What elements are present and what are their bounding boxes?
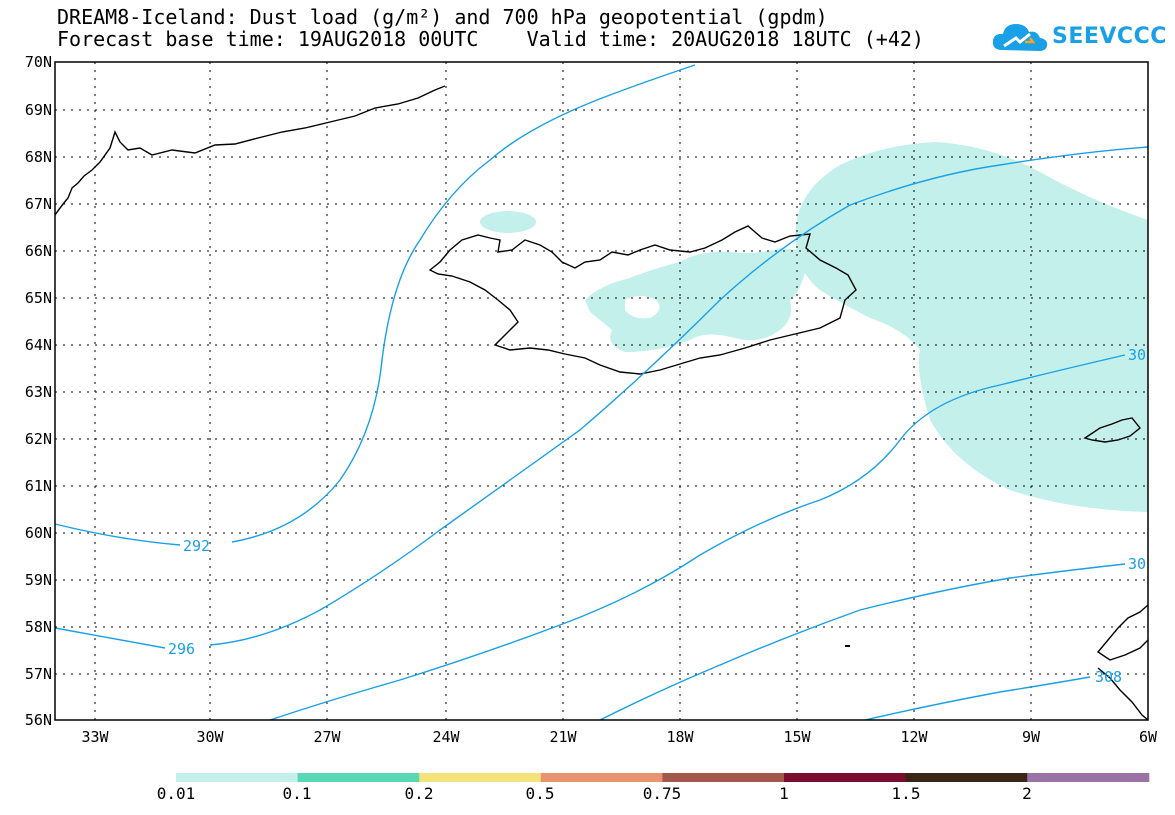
scotland-coast [1096, 604, 1149, 661]
coastlines [54, 85, 1149, 721]
dust-area-north [480, 211, 536, 233]
map-title: DREAM8-Iceland: Dust load (g/m²) and 700… [57, 5, 828, 29]
lat-label: 58N [25, 618, 52, 636]
lon-label: 24W [432, 728, 460, 746]
logo-text: SEEVCCC [1052, 24, 1167, 49]
seevccc-logo: SEEVCCC [990, 18, 1170, 58]
hebrides-coast [1097, 667, 1149, 721]
legend-label: 0.01 [156, 784, 196, 803]
lon-label: 6W [1139, 728, 1158, 746]
legend-label: 1.5 [891, 784, 921, 803]
legend-label: 2 [1022, 784, 1032, 803]
dust-area-iceland [585, 248, 805, 352]
contour-label: 296 [168, 640, 195, 658]
longitude-labels: 33W 30W 27W 24W 21W 18W 15W 12W 9W 6W [81, 728, 1158, 746]
dust-area-east [795, 142, 1148, 512]
lat-label: 63N [25, 383, 52, 401]
lat-label: 61N [25, 477, 52, 495]
legend-swatch [784, 773, 907, 782]
legend-swatch [662, 773, 785, 782]
contour-label: 292 [183, 537, 210, 555]
contour-308 [864, 676, 1091, 721]
greenland-coast [54, 85, 446, 216]
legend-swatch [1027, 773, 1150, 782]
lat-label: 66N [25, 242, 52, 260]
lat-label: 56N [25, 711, 52, 729]
legend-label: 0.5 [525, 784, 555, 803]
legend-label: 0.1 [282, 784, 312, 803]
legend-label: 0.2 [404, 784, 434, 803]
geopotential-contours [54, 64, 1149, 721]
contour-label: 30 [1128, 346, 1146, 364]
lat-label: 65N [25, 289, 52, 307]
lon-label: 9W [1022, 728, 1041, 746]
legend-colorbar [176, 773, 1150, 782]
cloud-icon [992, 24, 1048, 51]
legend-swatch [540, 773, 663, 782]
lon-label: 15W [783, 728, 811, 746]
forecast-times: Forecast base time: 19AUG2018 00UTC Vali… [57, 27, 924, 51]
lon-label: 27W [313, 728, 341, 746]
lon-label: 30W [196, 728, 224, 746]
lat-label: 67N [25, 195, 52, 213]
lon-label: 21W [549, 728, 577, 746]
lat-label: 70N [25, 53, 52, 71]
lat-label: 68N [25, 148, 52, 166]
legend-swatch [905, 773, 1028, 782]
lat-label: 62N [25, 430, 52, 448]
lon-label: 33W [81, 728, 109, 746]
lat-label: 69N [25, 101, 52, 119]
legend-swatch [176, 773, 299, 782]
lat-label: 64N [25, 336, 52, 354]
contour-label: 308 [1095, 668, 1122, 686]
lat-label: 59N [25, 571, 52, 589]
contour-304 [599, 563, 1126, 721]
contour-292 [54, 64, 696, 546]
lon-label: 18W [666, 728, 694, 746]
faroe-coast [1083, 417, 1141, 443]
lat-label: 60N [25, 524, 52, 542]
contour-label: 30 [1128, 555, 1146, 573]
iceland-coast [428, 225, 857, 375]
map-frame [54, 61, 1149, 721]
contour-300 [269, 354, 1126, 721]
legend-label: 0.75 [642, 784, 682, 803]
legend-swatch [297, 773, 420, 782]
latitude-labels: 70N 69N 68N 67N 66N 65N 64N 63N 62N 61N … [25, 53, 52, 729]
graticule [55, 62, 1148, 720]
contour-296 [54, 146, 1149, 649]
legend-label: 1 [779, 784, 789, 803]
lon-label: 12W [900, 728, 928, 746]
lat-label: 57N [25, 665, 52, 683]
dust-hole [625, 296, 660, 319]
legend-swatch [419, 773, 542, 782]
